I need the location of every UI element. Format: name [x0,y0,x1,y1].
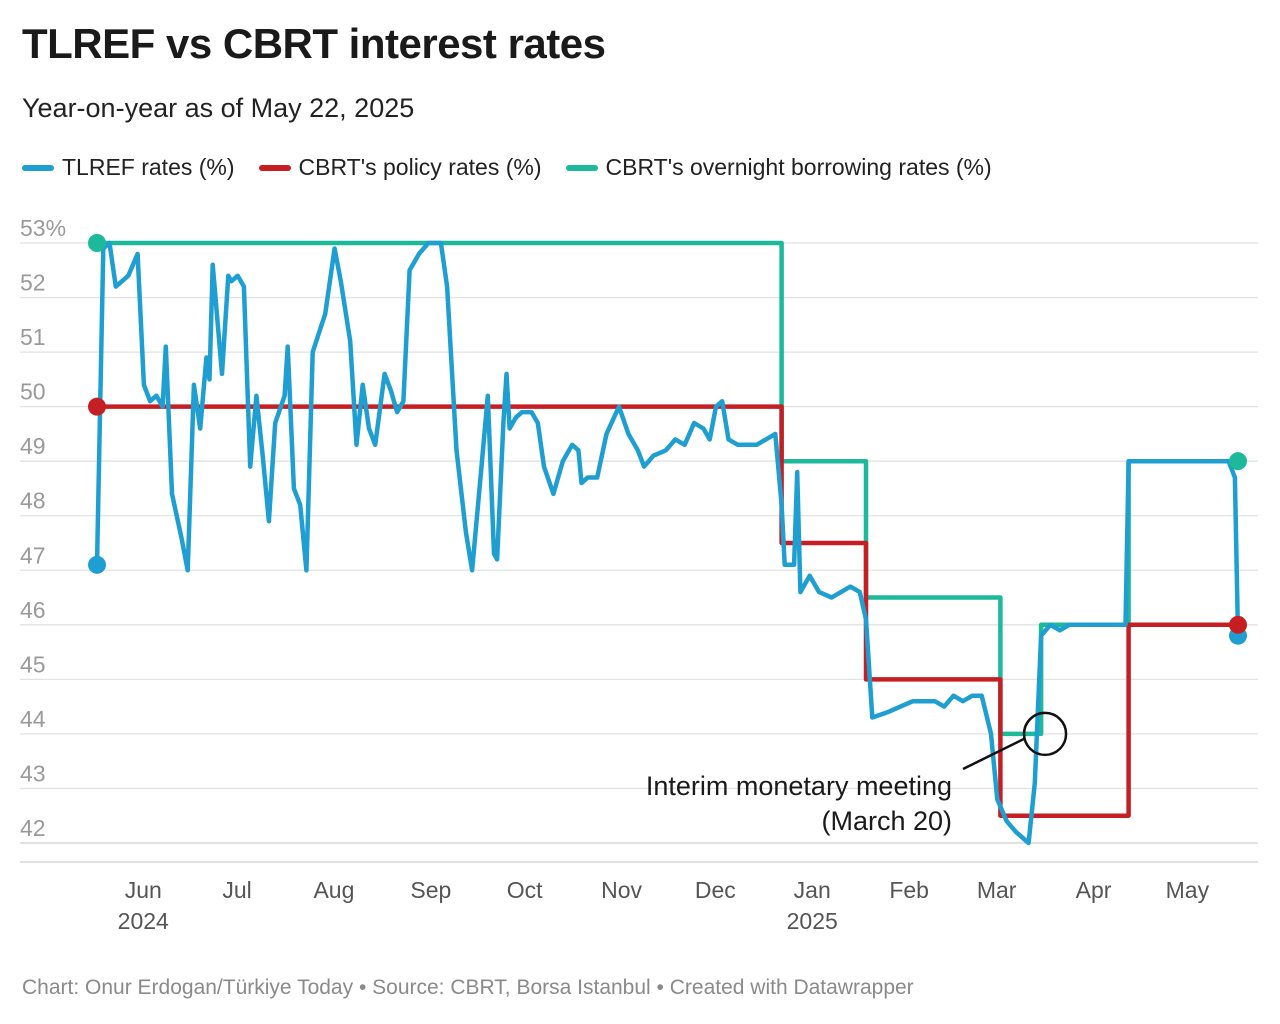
annotation-text: Interim monetary meeting [646,771,952,801]
x-tick-label: May [1166,877,1210,903]
chart-legend: TLREF rates (%) CBRT's policy rates (%) … [22,154,1016,181]
x-axis-ticks: Jun 2024 Jul Aug Sep Oct Nov Dec Jan 2025 Feb Mar Ap… [118,877,1210,934]
y-tick-label: 42 [20,815,46,841]
start-marker-tlref [88,555,106,574]
y-tick-label: 46 [20,597,46,623]
annotation-circle [1022,711,1068,757]
end-marker-policy-rate [1229,615,1247,634]
y-tick-label: 48 [20,488,46,514]
legend-label-policy: CBRT's policy rates (%) [298,154,542,180]
y-axis-ticks: 53% 52 51 50 49 48 47 46 45 44 43 42 [20,215,66,841]
legend-item-policy: CBRT's policy rates (%) [258,154,542,181]
y-tick-label: 49 [20,433,46,459]
x-tick-label: Oct [507,877,543,903]
y-tick-label: 44 [20,706,46,732]
chart-subtitle: Year-on-year as of May 22, 2025 [22,93,415,123]
chart-footer: Chart: Onur Erdogan/Türkiye Today • Sour… [22,976,914,999]
x-tick-label: Apr [1076,877,1112,903]
start-marker-policy-rate [88,397,106,416]
legend-item-tlref: TLREF rates (%) [22,154,235,181]
series-lines [94,240,1241,846]
x-tick-year-label: 2024 [118,908,169,934]
legend-swatch-tlref [22,164,54,171]
x-tick-label: Jun [125,877,162,903]
legend-label-tlref: TLREF rates (%) [62,154,235,180]
y-tick-label: 43 [20,760,46,786]
x-tick-label: Dec [695,877,736,903]
y-tick-label: 47 [20,542,46,568]
series-line-policy-rate [94,404,1241,818]
x-tick-label: Aug [313,877,354,903]
legend-swatch-policy [258,164,291,171]
x-tick-label: Jan [794,877,831,903]
legend-item-overnight: CBRT's overnight borrowing rates (%) [565,154,992,181]
series-end-markers [88,234,1247,645]
legend-swatch-overnight [565,164,598,171]
y-tick-label: 52 [20,270,46,296]
x-tick-label: Jul [222,877,251,903]
y-tick-label: 51 [20,324,46,350]
y-tick-label: 50 [20,379,46,405]
start-marker-overnight-rate [88,234,106,252]
end-marker-overnight-rate [1229,452,1247,471]
series-line-overnight-rate [94,240,1241,737]
x-tick-label: Feb [889,877,929,903]
chart-title: TLREF vs CBRT interest rates [22,20,606,67]
gridlines [20,242,1258,863]
x-tick-year-label: 2025 [787,908,838,934]
x-tick-label: Mar [977,877,1017,903]
annotation-group: Interim monetary meeting (March 20) [646,711,1068,836]
legend-label-overnight: CBRT's overnight borrowing rates (%) [605,154,992,180]
annotation-connector [962,737,1025,771]
x-tick-label: Sep [410,877,451,903]
x-tick-label: Nov [601,877,642,903]
y-tick-label: 53% [20,215,66,241]
annotation-text: (March 20) [821,806,952,836]
series-line-tlref [94,240,1241,846]
y-tick-label: 45 [20,651,46,677]
